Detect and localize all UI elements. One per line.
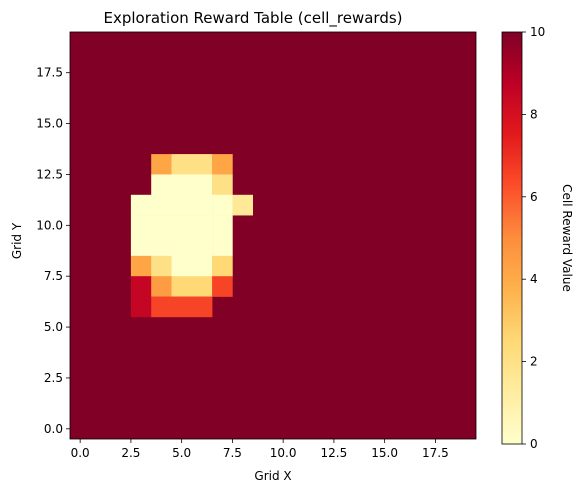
heatmap-cell [151,174,172,196]
heatmap-cell [151,194,172,216]
colorbar-tick-label: 10 [530,25,545,39]
x-axis: 0.0 2.5 5.0 7.5 10.0 12.5 15.0 17.5 [71,439,449,460]
colorbar-tick-label: 0 [530,437,538,451]
y-tick-label: 15.0 [36,117,63,131]
y-tick-label: 2.5 [44,371,63,385]
heatmap-cell [151,255,172,277]
heatmap-cell [212,194,233,216]
heatmap-cell [212,235,233,257]
heatmap-cell [191,154,213,175]
heatmap-cell [171,154,193,175]
x-axis-label: Grid X [254,469,291,483]
heatmap-cell [191,255,213,277]
colorbar-tick-label: 4 [530,272,538,286]
heatmap-cell [212,154,233,175]
heatmap-cell [212,276,233,297]
heatmap-cell [232,194,253,216]
y-axis-label: Grid Y [10,222,24,259]
heatmap-cell [130,296,152,318]
colorbar-bar [501,31,523,445]
heatmap-cell [171,296,193,318]
heatmap-cell [171,194,193,216]
heatmap-cell [191,194,213,216]
colorbar-tick-label: 6 [530,190,538,204]
x-tick-label: 2.5 [121,446,140,460]
heatmap-cell [130,215,152,236]
y-tick-label: 5.0 [44,320,63,334]
heatmap-cell [191,215,213,236]
heatmap-cell [171,276,193,297]
y-tick-label: 7.5 [44,269,63,283]
x-tick-label: 7.5 [223,446,242,460]
heatmap-cell [191,276,213,297]
x-tick-label: 5.0 [172,446,191,460]
colorbar-label: Cell Reward Value [560,184,574,292]
heatmap-cell [212,215,233,236]
heatmap-plot-area [69,31,477,440]
x-tick-label: 17.5 [422,446,449,460]
heatmap-cell [151,235,172,257]
chart-title: Exploration Reward Table (cell_rewards) [103,9,402,28]
heatmap-cell [171,255,193,277]
heatmap-cell [171,215,193,236]
y-tick-label: 0.0 [44,422,63,436]
x-tick-label: 10.0 [270,446,297,460]
colorbar-tick-label: 8 [530,107,538,121]
colorbar: 0 2 4 6 8 10 [501,25,545,451]
heatmap-cell [191,296,213,318]
x-tick-label: 15.0 [371,446,398,460]
y-tick-label: 10.0 [36,218,63,232]
colorbar-tick-label: 2 [530,355,538,369]
heatmap-cell [151,215,172,236]
heatmap-cell [212,255,233,277]
x-tick-label: 12.5 [321,446,348,460]
y-tick-label: 17.5 [36,66,63,80]
heatmap-cell [191,174,213,196]
heatmap-cell [130,235,152,257]
plot-frame [69,31,477,440]
x-tick-label: 0.0 [71,446,90,460]
heatmap-cell [130,194,152,216]
heatmap-cell [151,276,172,297]
heatmap-cell [151,154,172,175]
heatmap-cell [191,235,213,257]
y-tick-label: 12.5 [36,167,63,181]
heatmap-cell [130,276,152,297]
heatmap-cell [130,255,152,277]
heatmap-cell [171,235,193,257]
heatmap-cell [151,296,172,318]
y-axis: 0.0 2.5 5.0 7.5 10.0 12.5 15.0 17.5 [36,66,70,436]
heatmap-cell [212,174,233,196]
heatmap-cell [171,174,193,196]
